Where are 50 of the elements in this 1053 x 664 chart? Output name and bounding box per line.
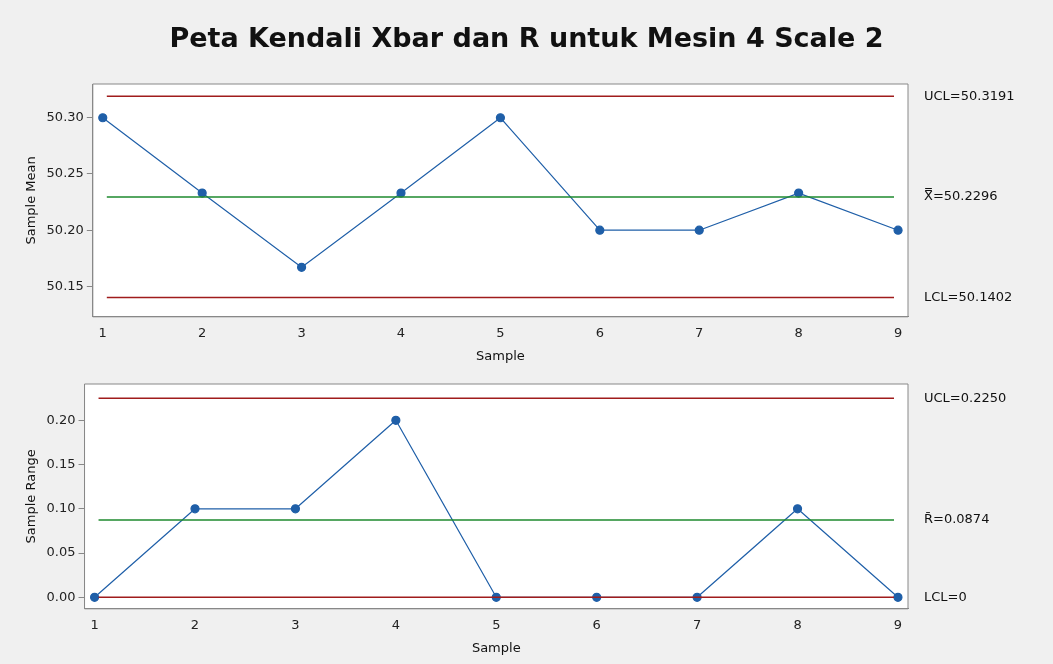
x-tick-label: 9	[893, 324, 903, 340]
x-axis-title: Sample	[476, 347, 525, 363]
point	[290, 504, 301, 514]
y-tick-label: 50.25	[46, 165, 84, 181]
point	[391, 415, 401, 425]
point	[98, 113, 108, 123]
point	[89, 592, 100, 602]
point	[792, 504, 803, 514]
y-tick-label: 0.10	[46, 500, 76, 516]
x-tick-label: 5	[496, 324, 505, 340]
y-axis-title: Sample Range	[23, 449, 39, 544]
x-tick-label: 3	[291, 616, 300, 632]
y-tick-label: 0.15	[46, 455, 76, 471]
ref-line-label: R̄=0.0874	[924, 511, 990, 527]
ref-line-label: UCL=50.3191	[924, 87, 1015, 103]
point	[190, 504, 200, 514]
x-axis-title: Sample	[471, 639, 521, 655]
ref-line-label: LCL=50.1402	[924, 288, 1013, 304]
point	[495, 113, 506, 123]
x-tick-label: 5	[492, 616, 501, 632]
point	[694, 225, 704, 235]
point	[893, 225, 903, 235]
x-tick-label: 2	[190, 616, 200, 632]
x-tick-label: 8	[793, 616, 802, 632]
x-tick-label: 8	[794, 324, 803, 340]
x-tick-label: 7	[695, 324, 704, 340]
x-tick-label: 4	[391, 616, 400, 632]
x-tick-label: 1	[98, 324, 107, 340]
x-tick-label: 6	[592, 616, 601, 632]
y-tick-label: 0.00	[46, 588, 76, 604]
x-tick-label: 1	[90, 616, 99, 632]
y-tick-label: 0.20	[46, 411, 76, 427]
y-tick-label: 50.20	[46, 221, 84, 237]
y-axis-title: Sample Mean	[23, 156, 39, 245]
y-tick-label: 0.05	[46, 544, 76, 560]
x-tick-label: 9	[893, 616, 903, 632]
ref-line-label: UCL=0.2250	[924, 389, 1007, 405]
x-tick-label: 4	[396, 324, 406, 340]
x-tick-label: 2	[198, 324, 207, 340]
ref-line-label: LCL=0	[924, 588, 967, 604]
x-tick-label: 7	[692, 616, 702, 632]
chart-title: Peta Kendali Xbar dan R untuk Mesin 4 Scale 2	[168, 22, 885, 53]
y-tick-label: 50.30	[46, 109, 84, 125]
ref-line-label: X̿=50.2296	[924, 187, 998, 204]
point	[893, 592, 903, 602]
x-tick-label: 3	[297, 324, 306, 340]
x-tick-label: 6	[595, 324, 604, 340]
point	[296, 262, 307, 272]
point	[595, 225, 605, 235]
y-tick-label: 50.15	[46, 277, 84, 293]
